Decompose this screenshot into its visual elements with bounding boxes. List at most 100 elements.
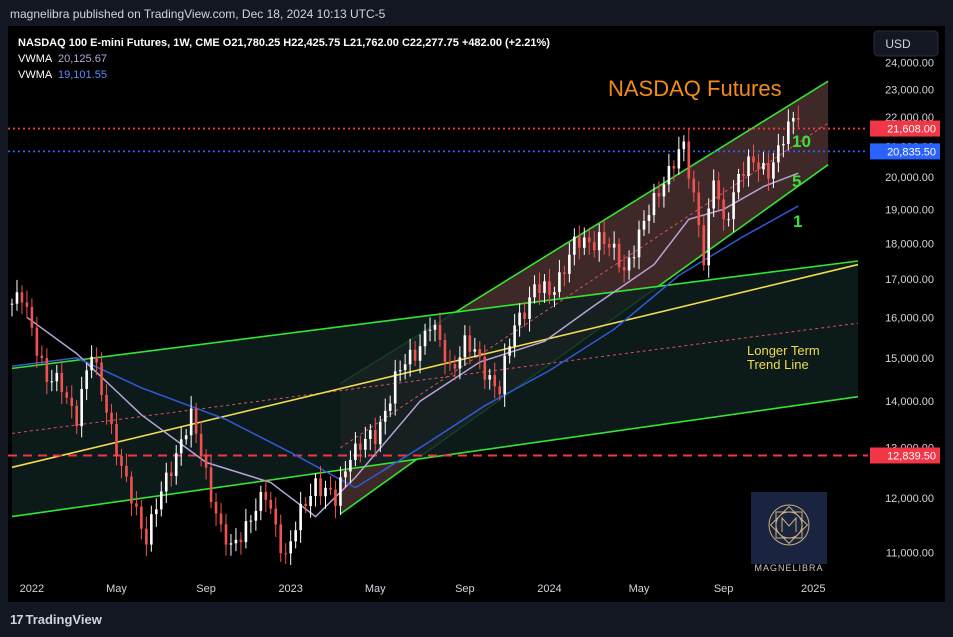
chart-title-annotation: NASDAQ Futures [608,76,782,101]
channel-label-1: 1 [793,212,802,231]
candle-body [125,465,128,477]
candle-body [722,199,725,220]
candle-body [364,438,367,450]
candle-body [50,381,54,383]
candle-body [145,528,148,545]
candle-body [244,521,248,543]
candle-body [717,180,720,200]
candle-body [70,397,74,406]
published-text: magnelibra published on TradingView.com,… [10,7,386,21]
candle-body [234,539,238,544]
candle-body [707,208,711,266]
candles-layer[interactable] [10,105,800,565]
candle-body [373,430,377,445]
channel-fill-1 [12,260,858,517]
legend-vwma2-value: 19,101.55 [58,69,107,81]
candle-body [100,362,103,395]
candle-body [587,237,591,243]
candle-body [453,364,457,369]
candle-body [95,356,98,363]
candle-body [214,501,218,514]
candle-body [179,439,183,454]
price-tick-label: 14,000.00 [885,396,934,408]
time-tick-label: Sep [455,583,475,595]
candle-body [289,541,292,554]
candle-body [473,349,477,352]
candle-body [174,453,178,477]
candle-body [687,141,691,179]
legend-vwma-value: 20,125.67 [58,53,107,65]
candle-body [279,524,283,554]
candle-body [692,178,696,193]
time-tick-label: 2025 [801,583,825,595]
watermark-box [751,492,827,564]
candle-body [737,174,740,193]
legend-vwma2-label: VWMA [18,69,53,81]
candle-body [632,257,636,259]
candle-body [219,513,223,525]
candle-body [548,281,551,295]
candle-body [662,184,666,197]
candle-body [518,312,521,326]
candle-body [349,459,352,472]
candle-body [383,410,387,422]
candle-body [319,478,322,497]
candle-body [493,375,497,387]
plot-area[interactable] [8,80,868,565]
candle-body [727,219,730,221]
trend-line-label-1: Longer Term [747,343,820,358]
candle-body [423,330,427,347]
candle-body [702,225,706,266]
candle-body [672,166,676,169]
price-axis[interactable]: 11,000.0012,000.0013,000.0014,000.0015,0… [868,26,945,602]
candle-body [508,346,511,356]
price-tick-label: 20,000.00 [885,172,934,184]
candle-body [264,491,268,500]
candle-body [697,192,701,226]
price-tick-label: 17,000.00 [885,274,934,286]
candle-body [40,355,44,359]
chart-frame[interactable]: NASDAQ Futures 10 5 1 Longer Term Trend … [8,26,945,602]
candle-body [398,370,402,372]
longer-term-trend-line [11,263,859,469]
candle-body [418,346,422,361]
candle-body [767,162,770,179]
channel-label-10: 10 [792,132,811,151]
candle-body [354,443,357,460]
candle-body [65,392,69,398]
currency-button-bg[interactable] [873,30,939,57]
candle-body [20,292,24,303]
candle-body [533,284,536,298]
candle-body [259,491,263,511]
candle-body [10,303,14,305]
candle-body [269,499,273,509]
time-tick-label: May [629,583,650,595]
price-tags: 21,608.00 20,835.50 12,839.50 [870,120,940,464]
watermark-text: MAGNELIBRA [754,563,823,573]
price-tag-bg-1 [870,143,940,160]
currency-button-label[interactable]: USD [885,37,911,51]
candle-body [314,478,317,497]
candle-body [657,193,661,197]
time-tick-label: Sep [196,583,216,595]
price-chart[interactable]: NASDAQ Futures 10 5 1 Longer Term Trend … [8,26,945,602]
price-tick-label: 15,000.00 [885,353,934,365]
price-tick-label: 18,000.00 [885,238,934,250]
candle-body [135,503,138,507]
currency-button[interactable]: USD [873,30,939,57]
time-axis[interactable]: 2022 May Sep 2023 May Sep 2024 May Sep 2025 [20,583,826,595]
candle-body [642,220,646,230]
tradingview-logo[interactable]: 17 TradingView [10,612,102,627]
tradingview-mark-icon: 17 [10,612,24,627]
candle-body [299,503,302,531]
time-tick-label: 2024 [537,583,561,595]
candle-body [115,424,118,457]
candle-body [159,491,163,510]
candle-body [617,243,621,268]
candle-body [747,156,750,177]
candle-body [463,335,467,358]
candle-body [329,487,332,490]
candle-body [573,236,576,255]
candle-body [602,232,606,244]
candle-body [60,372,64,393]
